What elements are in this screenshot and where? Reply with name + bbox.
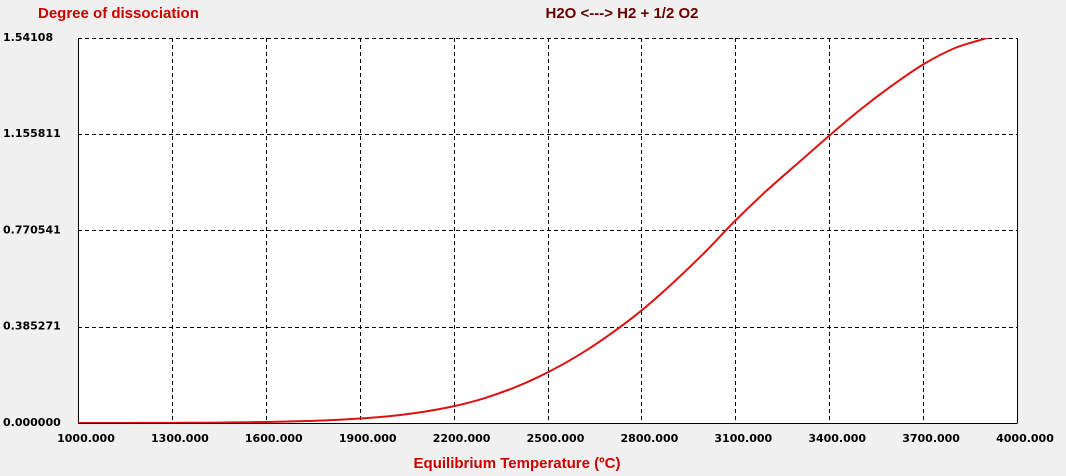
y-tick-label: 1.54108 xyxy=(3,31,53,44)
x-tick-label: 1000.000 xyxy=(57,432,115,445)
axes xyxy=(78,38,1018,424)
x-tick-label: 2500.000 xyxy=(527,432,585,445)
x-tick-label: 1600.000 xyxy=(245,432,303,445)
grid xyxy=(78,38,1017,423)
y-tick-label: 0.770541 xyxy=(3,223,61,236)
y-tick-label: 0.000000 xyxy=(3,416,61,429)
series xyxy=(78,38,990,423)
x-axis-title: Equilibrium Temperature (ºC) xyxy=(414,455,621,472)
tick-labels: 1000.000 1300.000 1600.000 1900.000 2200.000… xyxy=(3,31,1054,445)
x-tick-label: 2200.000 xyxy=(433,432,491,445)
x-tick-label: 3400.000 xyxy=(808,432,866,445)
x-tick-label: 3700.000 xyxy=(902,432,960,445)
x-tick-label: 1300.000 xyxy=(151,432,209,445)
y-axis-title: Degree of dissociation xyxy=(38,5,199,22)
dissociation-line xyxy=(78,38,990,423)
y-tick-label: 1.155811 xyxy=(3,127,61,140)
x-tick-label: 4000.000 xyxy=(996,432,1054,445)
x-tick-label: 2800.000 xyxy=(621,432,679,445)
y-tick-label: 0.385271 xyxy=(3,320,61,333)
x-tick-label: 3100.000 xyxy=(714,432,772,445)
chart-title: H2O <---> H2 + 1/2 O2 xyxy=(546,5,699,22)
x-tick-label: 1900.000 xyxy=(339,432,397,445)
